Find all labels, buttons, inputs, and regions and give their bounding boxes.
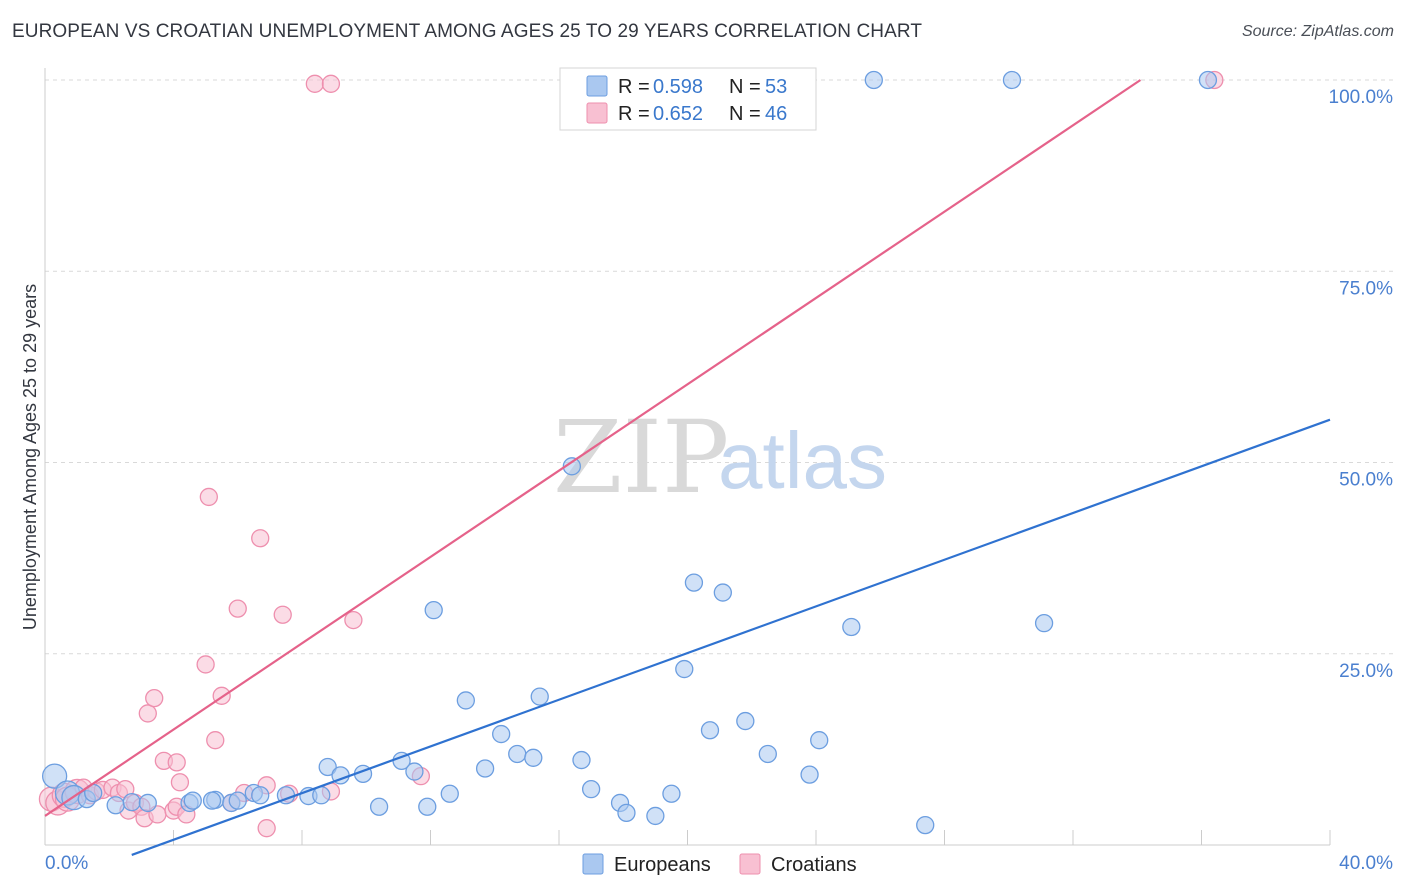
european-point bbox=[684, 573, 704, 592]
european-n-value: 53 bbox=[765, 76, 787, 98]
y-tick-labels: 25.0% 50.0% 75.0% 100.0% bbox=[1329, 87, 1394, 682]
european-point bbox=[405, 762, 424, 781]
european-point bbox=[440, 784, 459, 803]
european-point bbox=[202, 791, 222, 810]
croatian-point bbox=[228, 599, 247, 618]
y-tick-label: 100.0% bbox=[1329, 87, 1394, 108]
croatian-swatch bbox=[586, 102, 608, 124]
european-point bbox=[106, 796, 125, 815]
european-point bbox=[864, 70, 883, 90]
x-tick-label-max: 40.0% bbox=[1339, 853, 1393, 874]
watermark-zip: ZIP bbox=[553, 399, 729, 516]
croatian-point bbox=[273, 605, 292, 624]
european-point bbox=[1198, 70, 1218, 90]
croatian-point bbox=[344, 610, 363, 630]
european-trend-line bbox=[131, 418, 1331, 856]
european-point bbox=[183, 791, 202, 810]
european-point bbox=[138, 793, 157, 813]
source-label: Source: ZipAtlas.com bbox=[1241, 23, 1394, 40]
european-point bbox=[418, 797, 437, 816]
y-tick-label: 50.0% bbox=[1339, 470, 1393, 491]
croatian-n-label: N = bbox=[729, 103, 761, 125]
croatian-point bbox=[251, 529, 270, 548]
croatian-n-value: 46 bbox=[765, 103, 787, 125]
stats-legend: R = 0.598 N = 53 R = 0.652 N = 46 bbox=[559, 67, 817, 131]
european-swatch bbox=[586, 75, 608, 97]
croatian-point bbox=[206, 731, 225, 750]
european-point bbox=[508, 744, 527, 764]
european-points bbox=[41, 70, 1218, 835]
chart-title: EUROPEAN VS CROATIAN UNEMPLOYMENT AMONG … bbox=[12, 21, 923, 42]
european-point bbox=[617, 803, 636, 823]
european-point bbox=[581, 780, 601, 799]
croatian-point bbox=[170, 773, 190, 792]
european-point bbox=[1002, 70, 1022, 90]
european-point bbox=[562, 457, 581, 476]
european-n-label: N = bbox=[729, 76, 761, 98]
european-point bbox=[842, 617, 861, 637]
european-point bbox=[713, 583, 732, 602]
european-point bbox=[736, 711, 755, 731]
european-point bbox=[492, 724, 511, 744]
croatian-point bbox=[167, 753, 186, 772]
watermark-atlas: atlas bbox=[718, 416, 887, 505]
x-tick-label-min: 0.0% bbox=[45, 853, 88, 874]
croatian-point bbox=[199, 487, 218, 507]
legend-croatians-label: Croatians bbox=[771, 854, 857, 876]
croatian-point bbox=[321, 74, 341, 93]
trend-lines bbox=[44, 79, 1331, 856]
x-tick-labels: 0.0% 40.0% bbox=[45, 853, 1393, 874]
series-legend: Europeans Croatians bbox=[582, 853, 857, 876]
legend-europeans-label: Europeans bbox=[614, 854, 711, 876]
croatian-point bbox=[196, 655, 215, 674]
european-point bbox=[318, 757, 337, 777]
croatian-point bbox=[305, 74, 325, 93]
european-point bbox=[662, 784, 681, 803]
legend-croatians-swatch bbox=[739, 853, 761, 875]
european-point bbox=[251, 786, 270, 805]
croatian-r-value: 0.652 bbox=[653, 103, 703, 125]
european-point bbox=[424, 600, 443, 620]
european-point bbox=[530, 687, 549, 706]
european-point bbox=[646, 806, 665, 826]
european-point bbox=[41, 763, 68, 789]
croatian-r-label: R = bbox=[618, 103, 650, 125]
european-point bbox=[810, 731, 829, 750]
european-point bbox=[916, 815, 935, 835]
european-r-label: R = bbox=[618, 76, 650, 98]
european-point bbox=[700, 721, 720, 740]
european-point bbox=[800, 765, 819, 784]
european-r-value: 0.598 bbox=[653, 76, 703, 98]
watermark: ZIP atlas bbox=[553, 399, 887, 516]
european-point bbox=[675, 659, 694, 679]
european-point bbox=[228, 791, 247, 810]
european-point bbox=[456, 691, 475, 710]
y-tick-label: 25.0% bbox=[1339, 661, 1393, 682]
european-point bbox=[369, 797, 389, 816]
croatian-point bbox=[145, 688, 164, 708]
y-axis-label: Unemployment Among Ages 25 to 29 years bbox=[20, 284, 40, 630]
y-tick-label: 75.0% bbox=[1339, 278, 1393, 299]
european-point bbox=[122, 793, 141, 812]
european-point bbox=[475, 759, 495, 778]
legend-europeans-swatch bbox=[582, 853, 604, 875]
croatian-point bbox=[138, 704, 157, 723]
european-point bbox=[758, 744, 777, 764]
croatian-point bbox=[257, 819, 276, 838]
european-point bbox=[572, 750, 591, 770]
european-point bbox=[1034, 614, 1054, 633]
european-point bbox=[524, 748, 543, 767]
croatian-trend-line bbox=[44, 79, 1142, 817]
